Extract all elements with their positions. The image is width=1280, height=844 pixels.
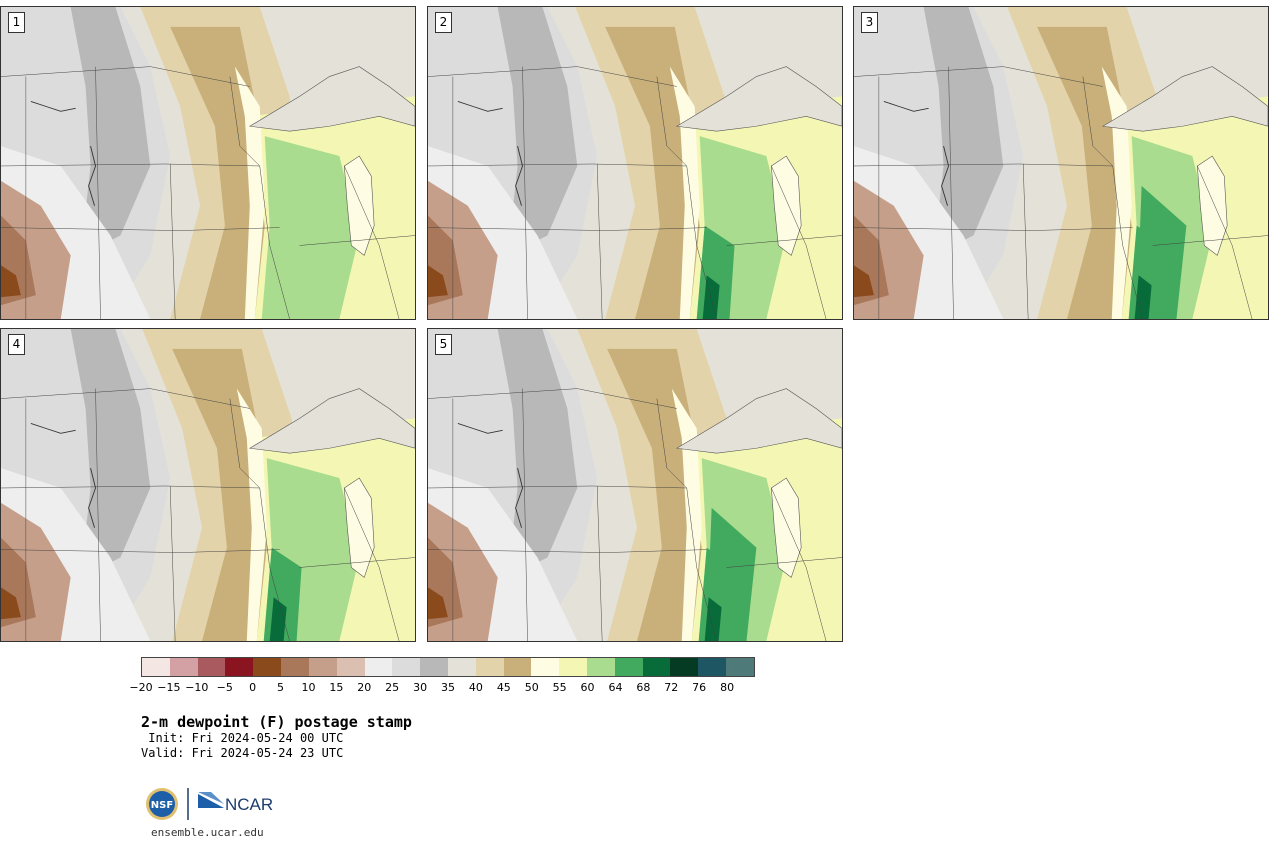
colorbar-segment — [587, 658, 615, 676]
colorbar-segment — [503, 658, 532, 676]
colorbar-segment — [308, 658, 337, 676]
panel-label-5: 5 — [435, 334, 452, 355]
valid-time: Valid: Fri 2024-05-24 23 UTC — [141, 746, 344, 760]
colorbar-segment — [642, 658, 671, 676]
colorbar-tick-label: −5 — [216, 681, 233, 694]
colorbar-segment — [420, 658, 448, 676]
dewpoint-map-3 — [854, 7, 1268, 319]
colorbar-segment — [726, 658, 754, 676]
colorbar-tick-label: 64 — [608, 681, 623, 694]
colorbar-segment — [197, 658, 226, 676]
dewpoint-map-4 — [1, 329, 415, 641]
colorbar-tick-label: −15 — [157, 681, 181, 694]
colorbar-tick-label: 60 — [580, 681, 595, 694]
colorbar-tick-label: 35 — [441, 681, 455, 694]
ncar-text: NCAR — [225, 795, 273, 814]
colorbar-segment — [698, 658, 727, 676]
panel-label-1: 1 — [8, 12, 25, 33]
map-panel-3: 3 — [853, 6, 1269, 320]
panel-label-2: 2 — [435, 12, 452, 33]
chart-title: 2-m dewpoint (F) postage stamp — [141, 713, 412, 731]
colorbar-segment — [142, 658, 170, 676]
colorbar-segment — [336, 658, 365, 676]
map-panel-5: 5 — [427, 328, 843, 642]
colorbar-tick-label: 40 — [468, 681, 483, 694]
map-panel-1: 1 — [0, 6, 416, 320]
colorbar-segment — [447, 658, 476, 676]
colorbar-tick-label: 30 — [413, 681, 428, 694]
colorbar-tick-label: 15 — [329, 681, 344, 694]
colorbar-segment — [253, 658, 282, 676]
colorbar-tick-label: 80 — [720, 681, 735, 694]
nsf-text: NSF — [151, 800, 173, 811]
colorbar-tick-label: 0 — [249, 681, 257, 694]
panel-label-4: 4 — [8, 334, 25, 355]
colorbar-segment — [169, 658, 198, 676]
panel-label-3: 3 — [861, 12, 878, 33]
colorbar-tick-label: 76 — [692, 681, 707, 694]
colorbar-tick-label: 45 — [496, 681, 511, 694]
colorbar-tick-label: 20 — [357, 681, 372, 694]
colorbar-tick-label: 50 — [524, 681, 539, 694]
colorbar-tick-label: 25 — [385, 681, 400, 694]
colorbar — [141, 657, 755, 677]
colorbar-segment — [531, 658, 560, 676]
website-text: ensemble.ucar.edu — [151, 826, 264, 839]
colorbar-segment — [475, 658, 504, 676]
colorbar-segment — [614, 658, 643, 676]
colorbar-tick-label: 72 — [664, 681, 679, 694]
nsf-ncar-logo: NSF NCAR — [145, 786, 275, 822]
colorbar-tick-label: −10 — [185, 681, 209, 694]
dewpoint-map-1 — [1, 7, 415, 319]
dewpoint-map-5 — [428, 329, 842, 641]
colorbar-segment — [364, 658, 393, 676]
colorbar-segment — [670, 658, 699, 676]
colorbar-segment — [225, 658, 254, 676]
colorbar-tick-label: 55 — [552, 681, 567, 694]
map-panel-2: 2 — [427, 6, 843, 320]
init-time: Init: Fri 2024-05-24 00 UTC — [141, 731, 344, 745]
logo-graphic: NSF NCAR — [146, 788, 273, 820]
colorbar-tick-label: 5 — [277, 681, 285, 694]
dewpoint-map-2 — [428, 7, 842, 319]
colorbar-tick-label: −20 — [129, 681, 153, 694]
colorbar-segment — [392, 658, 421, 676]
map-panel-4: 4 — [0, 328, 416, 642]
colorbar-tick-label: 68 — [636, 681, 651, 694]
colorbar-segment — [559, 658, 587, 676]
colorbar-ticks: −20 −15 −10 −5 0 5 10 15 20 25 30 35 40 45 50 55 60 64 68 7… — [129, 681, 755, 695]
colorbar-tick-label: 10 — [301, 681, 316, 694]
colorbar-segment — [281, 658, 309, 676]
